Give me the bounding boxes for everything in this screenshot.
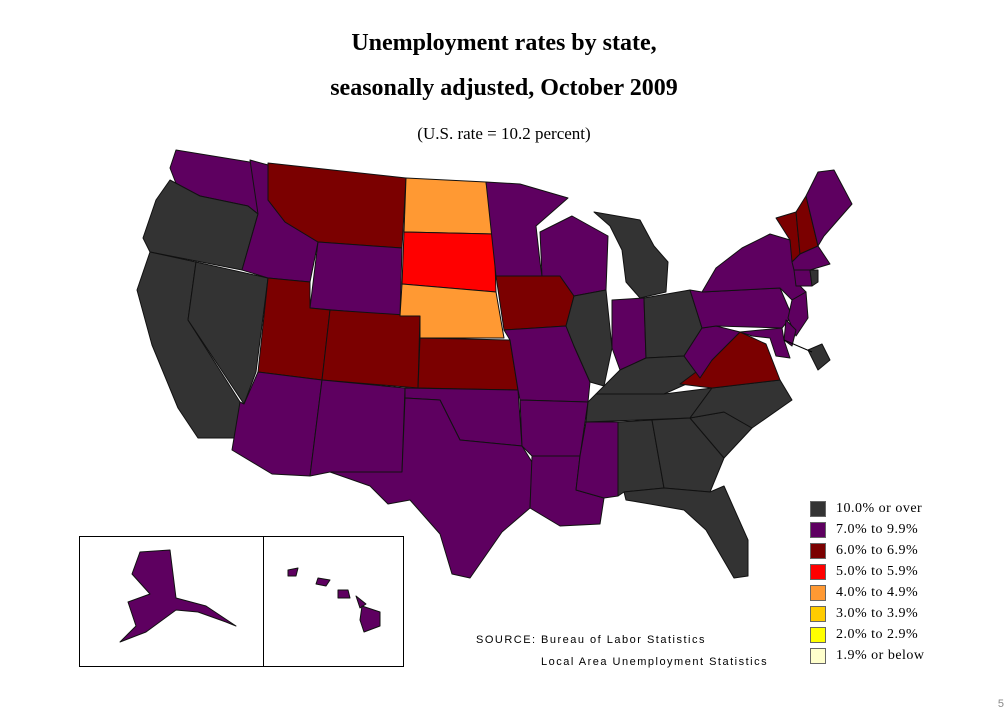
legend-label: 10.0% or over <box>836 501 923 516</box>
page-number: 5 <box>997 698 1004 710</box>
hawaii-inset <box>263 536 404 667</box>
state-alaska[interactable] <box>119 549 237 643</box>
state-wyoming[interactable] <box>309 241 403 317</box>
legend-label: 3.0% to 3.9% <box>836 606 919 621</box>
legend-item: 3.0% to 3.9% <box>810 605 918 623</box>
state-nevada[interactable] <box>187 261 269 405</box>
map-title-line1: Unemployment rates by state, <box>351 30 657 56</box>
state-south-dakota[interactable] <box>401 231 497 293</box>
state-rhode-island[interactable] <box>809 269 819 287</box>
state-indiana[interactable] <box>611 297 647 371</box>
legend-swatch <box>810 501 826 517</box>
state-texas[interactable] <box>329 397 533 579</box>
legend-item: 6.0% to 6.9% <box>810 542 918 560</box>
state-georgia[interactable] <box>651 417 725 493</box>
state-north-dakota[interactable] <box>403 177 495 235</box>
state-kansas[interactable] <box>417 337 519 391</box>
legend-label: 7.0% to 9.9% <box>836 522 919 537</box>
legend-swatch <box>810 564 826 580</box>
state-delaware[interactable] <box>783 319 797 347</box>
state-new-mexico[interactable] <box>309 379 406 477</box>
state-maryland[interactable] <box>739 327 791 359</box>
state-new-jersey[interactable] <box>787 291 809 337</box>
state-illinois[interactable] <box>565 289 613 387</box>
legend-swatch <box>810 648 826 664</box>
state-colorado[interactable] <box>321 309 421 389</box>
legend-label: 2.0% to 2.9% <box>836 627 919 642</box>
legend-item: 4.0% to 4.9% <box>810 584 918 602</box>
source-line1: Bureau of Labor Statistics <box>541 634 706 646</box>
state-iowa[interactable] <box>495 275 575 331</box>
source-line2: Local Area Unemployment Statistics <box>541 656 769 668</box>
state-pennsylvania[interactable] <box>689 287 793 329</box>
legend-item: 2.0% to 2.9% <box>810 626 918 644</box>
legend-label: 4.0% to 4.9% <box>836 585 919 600</box>
legend-label: 6.0% to 6.9% <box>836 543 919 558</box>
state-district-of-columbia[interactable] <box>807 343 831 371</box>
map-subtitle: (U.S. rate = 10.2 percent) <box>417 124 591 143</box>
legend-item: 1.9% or below <box>810 647 925 665</box>
legend-swatch <box>810 585 826 601</box>
legend-item: 7.0% to 9.9% <box>810 521 918 539</box>
state-hawaii[interactable] <box>287 567 381 633</box>
dc-leader-line <box>783 339 813 353</box>
legend-item: 10.0% or over <box>810 500 922 518</box>
legend-swatch <box>810 627 826 643</box>
legend-swatch <box>810 606 826 622</box>
state-florida[interactable] <box>623 485 749 579</box>
source-label: SOURCE: <box>476 634 537 646</box>
legend-swatch <box>810 543 826 559</box>
legend-swatch <box>810 522 826 538</box>
state-kentucky[interactable] <box>595 355 701 395</box>
state-connecticut[interactable] <box>793 269 813 287</box>
legend-label: 5.0% to 5.9% <box>836 564 919 579</box>
state-arkansas[interactable] <box>519 399 589 457</box>
map-title-line2: seasonally adjusted, October 2009 <box>330 75 678 101</box>
legend-label: 1.9% or below <box>836 648 925 663</box>
state-michigan[interactable] <box>593 211 669 299</box>
legend-item: 5.0% to 5.9% <box>810 563 918 581</box>
